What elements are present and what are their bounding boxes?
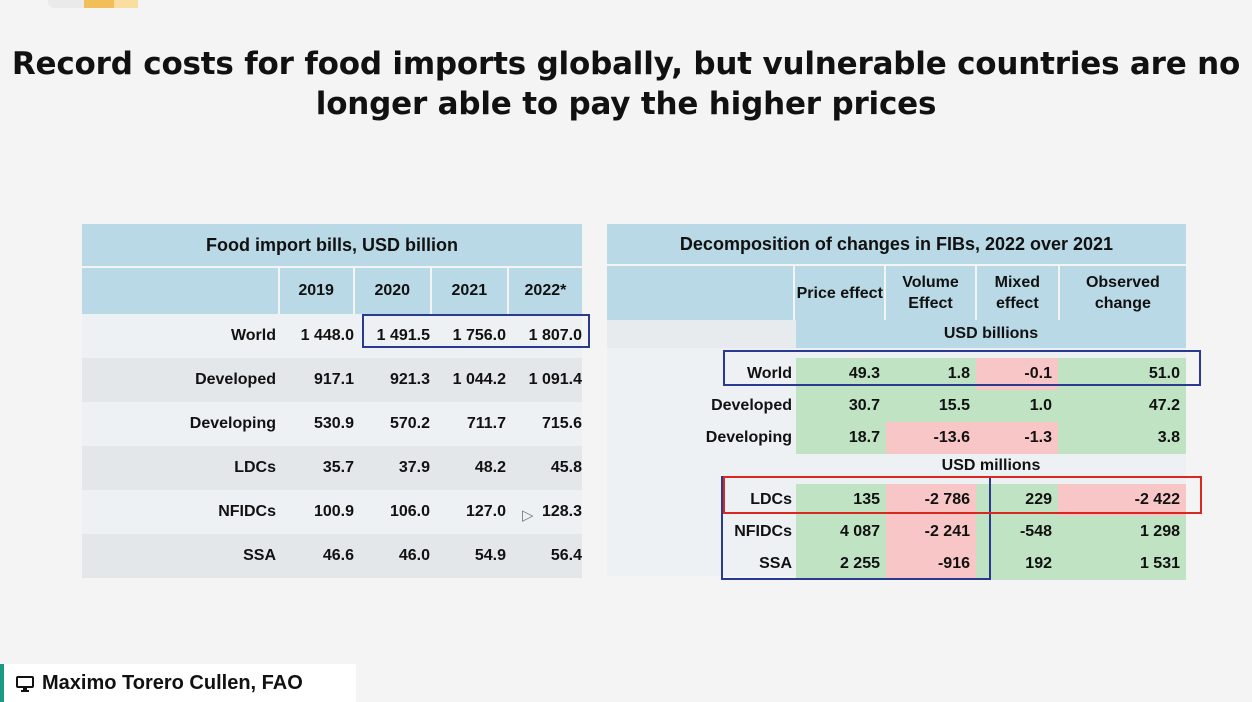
- row-label: Developing: [705, 429, 792, 446]
- header-blank: [82, 268, 278, 314]
- cell-value: 54.9: [474, 547, 506, 564]
- table-row: Developed 30.7 15.5 1.0 47.2: [607, 390, 1186, 422]
- column-header: Observed change: [1057, 266, 1186, 320]
- unit-label: USD millions: [941, 457, 1041, 474]
- column-header: Volume Effect: [884, 266, 975, 320]
- title-line-1: Record costs for food imports globally, …: [11, 46, 1241, 82]
- row-label: SSA: [759, 555, 792, 572]
- cell-value: 128.3: [541, 503, 582, 520]
- cell-value: 530.9: [313, 415, 354, 432]
- table-row: World 1 448.0 1 491.5 1 756.0 1 807.0: [82, 314, 582, 358]
- cell-value: 37.9: [398, 459, 430, 476]
- year-header: 2022*: [506, 268, 582, 314]
- column-header: Mixed effect: [974, 266, 1058, 320]
- observed-change-cell: 1 531: [1058, 548, 1186, 580]
- table-row: Developing 18.7 -13.6 -1.3 3.8: [607, 422, 1186, 454]
- row-label: SSA: [243, 547, 276, 564]
- left-table-header-row: 2019 2020 2021 2022*: [82, 268, 582, 314]
- food-import-bills-table: Food import bills, USD billion 2019 2020…: [82, 224, 590, 578]
- monitor-icon: [16, 675, 34, 692]
- unit-row-millions: USD millions: [607, 454, 1186, 478]
- row-label: NFIDCs: [734, 523, 792, 540]
- cell-value: 1 044.2: [452, 371, 506, 388]
- logo-fragment: [48, 0, 168, 8]
- fib-decomposition-table: Decomposition of changes in FIBs, 2022 o…: [607, 224, 1202, 580]
- unit-label: USD billions: [796, 320, 1186, 348]
- cell-value: 35.7: [322, 459, 354, 476]
- world-highlight-box: [362, 314, 590, 348]
- table-row: SSA 46.6 46.0 54.9 56.4: [82, 534, 582, 578]
- cell-value: 921.3: [389, 371, 430, 388]
- right-table-title: Decomposition of changes in FIBs, 2022 o…: [607, 224, 1186, 266]
- volume-effect-cell: -2 241: [886, 516, 976, 548]
- observed-change-cell: -2 422: [1058, 484, 1186, 516]
- mouse-cursor-icon: ▷: [522, 507, 534, 524]
- year-header: 2021: [429, 268, 507, 314]
- mixed-effect-cell: -1.3: [976, 422, 1058, 454]
- year-header: 2020: [352, 268, 430, 314]
- cell-value: 48.2: [474, 459, 506, 476]
- cell-value: 1 807.0: [528, 327, 582, 344]
- table-row: LDCs 135 -2 786 229 -2 422: [607, 484, 1186, 516]
- volume-effect-cell: -13.6: [886, 422, 976, 454]
- cell-value: 127.0: [465, 503, 506, 520]
- volume-effect-cell: -2 786: [886, 484, 976, 516]
- unit-row-billions: USD billions: [607, 320, 1186, 348]
- column-header: Price effect: [793, 266, 884, 320]
- table-row: Developed 917.1 921.3 1 044.2 1 091.4: [82, 358, 582, 402]
- left-table-body: World 1 448.0 1 491.5 1 756.0 1 807.0 De…: [82, 314, 582, 578]
- cell-value: 46.6: [322, 547, 354, 564]
- cell-value: 56.4: [550, 547, 582, 564]
- row-label: Developed: [195, 371, 276, 388]
- cell-value: 1 091.4: [528, 371, 582, 388]
- volume-effect-cell: -916: [886, 548, 976, 580]
- header-blank: [607, 266, 793, 320]
- row-label: Developed: [711, 397, 792, 414]
- cell-value: 715.6: [541, 415, 582, 432]
- row-label: LDCs: [750, 491, 792, 508]
- mixed-effect-cell: 1.0: [976, 390, 1058, 422]
- cell-value: 100.9: [313, 503, 354, 520]
- row-label: World: [230, 327, 276, 344]
- cell-value: 711.7: [466, 415, 506, 432]
- row-label: LDCs: [234, 459, 276, 476]
- observed-change-cell: 1 298: [1058, 516, 1186, 548]
- cell-value: 45.8: [550, 459, 582, 476]
- price-effect-cell: 2 255: [796, 548, 886, 580]
- unit-blank: [607, 320, 796, 348]
- presenter-bar: Maximo Torero Cullen, FAO: [0, 664, 356, 702]
- row-label: Developing: [189, 415, 276, 432]
- presenter-name: Maximo Torero Cullen, FAO: [42, 671, 303, 694]
- table-row: SSA 2 255 -916 192 1 531: [607, 548, 1186, 580]
- cell-value: 106.0: [389, 503, 430, 520]
- observed-change-cell: 3.8: [1058, 422, 1186, 454]
- cell-value: 46.0: [398, 547, 430, 564]
- table-row: Developing 530.9 570.2 711.7 715.6: [82, 402, 582, 446]
- price-effect-cell: 135: [796, 484, 886, 516]
- ldc-highlight-box: [723, 476, 1202, 514]
- cell-value: 917.1: [313, 371, 354, 388]
- observed-change-cell: 47.2: [1058, 390, 1186, 422]
- cell-value: 1 491.5: [376, 327, 430, 344]
- slide-title: Record costs for food imports globally, …: [0, 44, 1252, 124]
- volume-effect-cell: 15.5: [886, 390, 976, 422]
- cell-value: 570.2: [389, 415, 430, 432]
- table-row: NFIDCs 100.9 106.0 127.0 128.3: [82, 490, 582, 534]
- table-row: LDCs 35.7 37.9 48.2 45.8: [82, 446, 582, 490]
- price-effect-cell: 18.7: [796, 422, 886, 454]
- year-header: 2019: [277, 268, 353, 314]
- cell-value: 1 756.0: [452, 327, 506, 344]
- world-highlight-box: [723, 350, 1201, 386]
- price-effect-cell: 4 087: [796, 516, 886, 548]
- row-label: NFIDCs: [218, 503, 276, 520]
- left-table-title: Food import bills, USD billion: [82, 224, 582, 268]
- title-line-2: longer able to pay the higher prices: [315, 86, 937, 122]
- row-label: World: [746, 365, 792, 382]
- right-table-header-row: Price effect Volume Effect Mixed effect …: [607, 266, 1186, 320]
- price-effect-cell: 30.7: [796, 390, 886, 422]
- cell-value: 1 448.0: [300, 327, 354, 344]
